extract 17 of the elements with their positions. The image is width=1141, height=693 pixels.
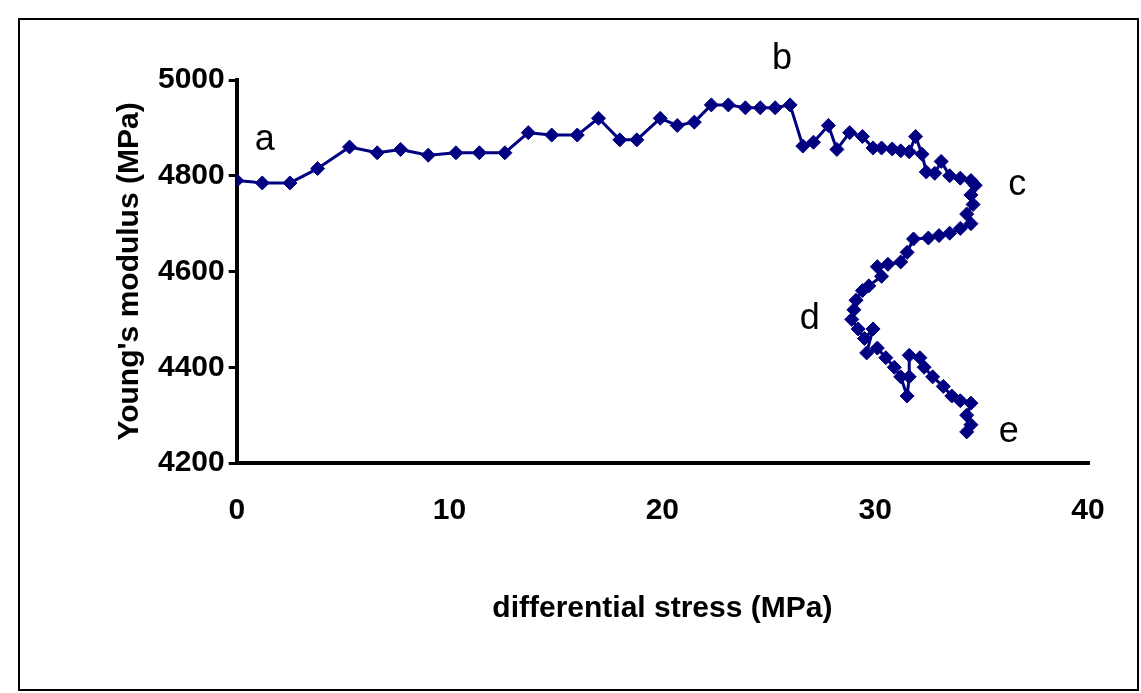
y-tick-label: 4200 [157,444,225,478]
y-tick-label: 4400 [157,348,225,382]
x-axis-title: differential stress (MPa) [492,590,833,624]
x-tick-label: 10 [432,492,467,526]
x-tick-label: 40 [1071,492,1105,526]
annotation: c [1008,162,1027,204]
annotation: a [254,117,276,159]
y-tick-label: 5000 [157,61,225,95]
x-tick-label: 20 [645,492,680,526]
annotation: d [799,296,820,338]
x-tick-label: 0 [228,492,246,526]
y-tick-label: 4600 [157,252,225,286]
y-axis-title: Young's modulus (MPa) [111,102,145,441]
annotation: b [772,35,793,77]
x-tick-label: 30 [858,492,892,526]
annotation: e [998,408,1019,450]
y-tick-label: 4800 [157,157,225,191]
